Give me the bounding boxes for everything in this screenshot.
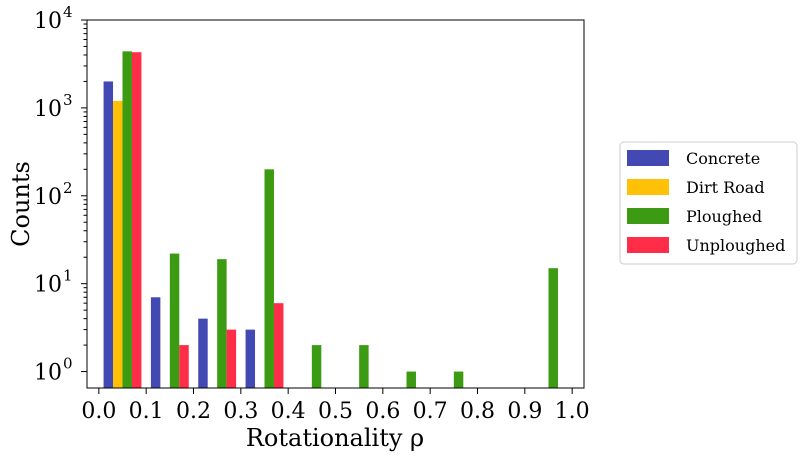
y-tick-label: 10 [34,273,62,298]
bar-concrete-3 [245,329,256,388]
legend-label-unploughed: Unploughed [686,236,785,255]
legend-label-ploughed: Ploughed [686,207,762,226]
bar-unploughed-2 [226,329,237,388]
legend: Concrete Dirt Road Ploughed Unploughed [619,141,798,265]
y-tick-exponent: 4 [63,3,73,21]
y-tick-label: 10 [34,185,62,210]
legend-swatch-ploughed [627,208,669,224]
x-tick-label: 1.0 [555,399,590,424]
x-tick-label: 0.7 [413,399,448,424]
x-axis-label: Rotationality ρ [246,424,424,452]
x-tick-label: 0.2 [176,399,211,424]
bar-ploughed-9 [548,268,558,388]
bar-concrete-2 [198,318,208,388]
bars-group [103,51,558,389]
x-tick-label: 0.4 [271,399,306,424]
y-tick-exponent: 0 [63,355,73,373]
bar-concrete-0 [103,81,114,388]
y-axis-label: Counts [7,161,35,247]
x-tick-label: 0.0 [81,399,116,424]
legend-label-dirt-road: Dirt Road [686,178,765,197]
x-tick-label: 0.6 [365,399,400,424]
bar-unploughed-3 [273,303,284,388]
y-tick-exponent: 2 [63,179,73,197]
y-tick-exponent: 1 [63,267,73,285]
legend-frame [619,141,798,265]
bar-concrete-1 [150,297,161,388]
bar-ploughed-0 [122,51,132,389]
bar-dirt-road-0 [113,100,123,389]
plot-frame [86,19,585,389]
legend-swatch-unploughed [627,237,669,253]
bar-ploughed-2 [217,259,227,388]
x-tick-label: 0.5 [318,399,353,424]
bar-ploughed-5 [359,345,369,388]
y-tick-exponent: 3 [63,91,73,109]
bar-ploughed-6 [406,371,416,388]
y-tick-label: 10 [34,361,62,386]
bar-ploughed-7 [453,371,464,388]
bar-ploughed-3 [264,169,274,388]
legend-label-concrete: Concrete [686,149,760,168]
x-tick-label: 0.9 [507,399,542,424]
legend-swatch-dirt-road [627,179,669,195]
y-tick-label: 10 [34,9,62,34]
x-axis-ticks: 0.0 0.1 0.2 0.3 0.4 0.5 0.6 0.7 0.8 0.9 1.0 [81,388,590,424]
x-tick-label: 0.8 [460,399,495,424]
x-tick-label: 0.1 [129,399,164,424]
bar-ploughed-4 [311,345,322,388]
bar-unploughed-0 [131,52,142,388]
bar-unploughed-1 [179,345,189,388]
y-tick-label: 10 [34,97,62,122]
legend-swatch-concrete [627,150,669,166]
x-tick-label: 0.3 [223,399,258,424]
bar-ploughed-1 [169,253,180,388]
